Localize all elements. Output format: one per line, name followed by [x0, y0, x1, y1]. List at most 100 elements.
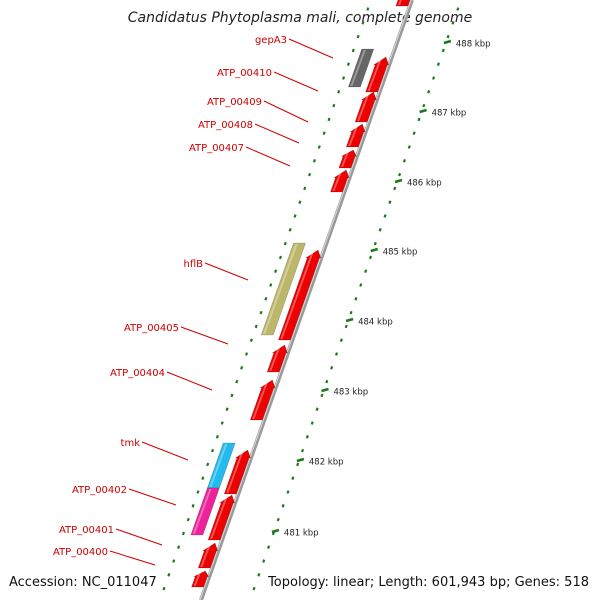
- label-leader-line: [273, 71, 319, 92]
- feature-atp_00409-gene[interactable]: [354, 91, 377, 123]
- kbp-label: 485 kbp: [383, 248, 418, 258]
- feature-shine: [210, 496, 228, 539]
- minor-tick-mark: [293, 214, 297, 218]
- minor-tick-mark: [346, 62, 350, 66]
- genome-backbone: [199, 0, 414, 600]
- feature-track: [190, 0, 414, 588]
- minor-tick-mark: [196, 490, 200, 494]
- gene-label[interactable]: tmk: [121, 438, 141, 449]
- minor-tick-mark: [215, 435, 219, 439]
- minor-tick-mark: [206, 462, 210, 467]
- feature-atp_00402[interactable]: [190, 487, 220, 536]
- feature-atp_00407-gene[interactable]: [338, 149, 358, 169]
- minor-tick-mark: [262, 559, 266, 563]
- gene-label[interactable]: gepA3: [255, 35, 287, 46]
- minor-tick-mark: [281, 504, 285, 508]
- kbp-label: 481 kbp: [284, 529, 319, 539]
- minor-tick-mark: [286, 490, 290, 494]
- minor-tick-mark: [322, 131, 326, 135]
- feature-atp_00405-gene[interactable]: [266, 344, 288, 373]
- genome-title: Candidatus Phytoplasma mali, complete ge…: [127, 10, 473, 26]
- major-tick-mark: [419, 108, 427, 114]
- feature-atp_00404-gene[interactable]: [249, 379, 276, 421]
- kbp-tick-track: [252, 7, 460, 591]
- feature-shine: [367, 58, 382, 91]
- minor-tick-mark: [254, 324, 258, 329]
- minor-tick-mark: [278, 255, 283, 260]
- kbp-label: 484 kbp: [358, 318, 393, 328]
- minor-tick-mark: [407, 145, 411, 149]
- gene-label[interactable]: ATP_00405: [124, 323, 179, 334]
- minor-tick-mark: [312, 159, 316, 163]
- minor-tick-mark: [288, 228, 292, 232]
- minor-tick-mark: [267, 545, 271, 549]
- gene-label[interactable]: ATP_00410: [217, 68, 272, 79]
- gene-label[interactable]: ATP_00402: [72, 485, 127, 496]
- major-tick-mark: [321, 387, 329, 393]
- minor-tick-mark: [210, 448, 215, 453]
- minor-tick-mark: [451, 21, 455, 25]
- minor-tick-mark: [332, 103, 336, 108]
- minor-tick-mark: [361, 21, 365, 25]
- minor-tick-mark: [417, 117, 421, 122]
- minor-tick-mark: [317, 145, 321, 149]
- gene-label[interactable]: ATP_00409: [207, 97, 262, 108]
- minor-tick-mark: [259, 310, 263, 315]
- minor-tick-mark: [240, 366, 244, 370]
- minor-tick-mark: [298, 200, 302, 204]
- minor-tick-mark: [308, 172, 312, 177]
- feature-top-partial-gene[interactable]: [395, 0, 414, 7]
- feature-shine: [357, 93, 370, 121]
- gene-label[interactable]: ATP_00408: [198, 120, 253, 131]
- minor-tick-mark: [181, 531, 185, 536]
- minor-tick-mark: [432, 76, 436, 80]
- minor-tick-mark: [167, 573, 171, 577]
- feature-hflb[interactable]: [260, 242, 306, 336]
- minor-tick-mark: [276, 517, 280, 522]
- accession-text: Accession: NC_011047: [9, 575, 157, 590]
- minor-tick-mark: [320, 393, 324, 398]
- minor-tick-mark: [257, 573, 261, 577]
- feature-shine: [252, 381, 269, 419]
- feature-atp_00407b-gene[interactable]: [330, 169, 350, 193]
- gene-label[interactable]: hflB: [184, 259, 204, 270]
- minor-tick-mark: [393, 186, 397, 191]
- feature-shine: [348, 125, 359, 146]
- feature-atp_00401-gene[interactable]: [197, 542, 219, 569]
- minor-tick-mark: [264, 297, 268, 301]
- feature-atp_00408-gene[interactable]: [345, 123, 366, 148]
- minor-tick-mark: [446, 34, 450, 39]
- feature-atp_00400-gene[interactable]: [191, 570, 210, 588]
- minor-tick-mark: [186, 517, 190, 522]
- feature-tmk-gene[interactable]: [223, 449, 251, 495]
- label-leader-line: [166, 371, 213, 391]
- minor-tick-mark: [402, 159, 406, 163]
- gene-label[interactable]: ATP_00404: [110, 368, 165, 379]
- feature-hflb-gene[interactable]: [278, 249, 322, 341]
- feature-shine: [350, 50, 366, 86]
- minor-tick-mark: [373, 241, 377, 246]
- label-leader-line: [109, 550, 156, 566]
- minor-tick-mark: [303, 186, 307, 191]
- feature-shine: [332, 171, 343, 191]
- minor-tick-mark: [364, 269, 368, 273]
- minor-tick-mark: [235, 379, 239, 384]
- genome-backbone-highlight: [199, 0, 412, 600]
- minor-tick-mark: [291, 476, 295, 480]
- minor-tick-mark: [296, 462, 300, 467]
- feature-gepa3[interactable]: [347, 48, 375, 88]
- feature-atp_00410-gene[interactable]: [365, 56, 390, 93]
- minor-tick-mark: [436, 62, 440, 66]
- minor-tick-mark: [383, 214, 387, 218]
- minor-tick-mark: [300, 448, 305, 453]
- gene-labels: gepA3 ATP_00410 ATP_00409 ATP_00408 ATP_0040…: [53, 35, 287, 558]
- minor-tick-mark: [225, 407, 229, 411]
- feature-atp_00402-gene[interactable]: [207, 494, 236, 541]
- feature-shine: [269, 346, 281, 371]
- gene-label[interactable]: ATP_00407: [189, 143, 244, 154]
- label-leader-line: [141, 441, 189, 461]
- label-leaders: [109, 38, 334, 566]
- minor-tick-mark: [354, 297, 358, 301]
- gene-label[interactable]: ATP_00400: [53, 547, 108, 558]
- gene-label[interactable]: ATP_00401: [59, 525, 114, 536]
